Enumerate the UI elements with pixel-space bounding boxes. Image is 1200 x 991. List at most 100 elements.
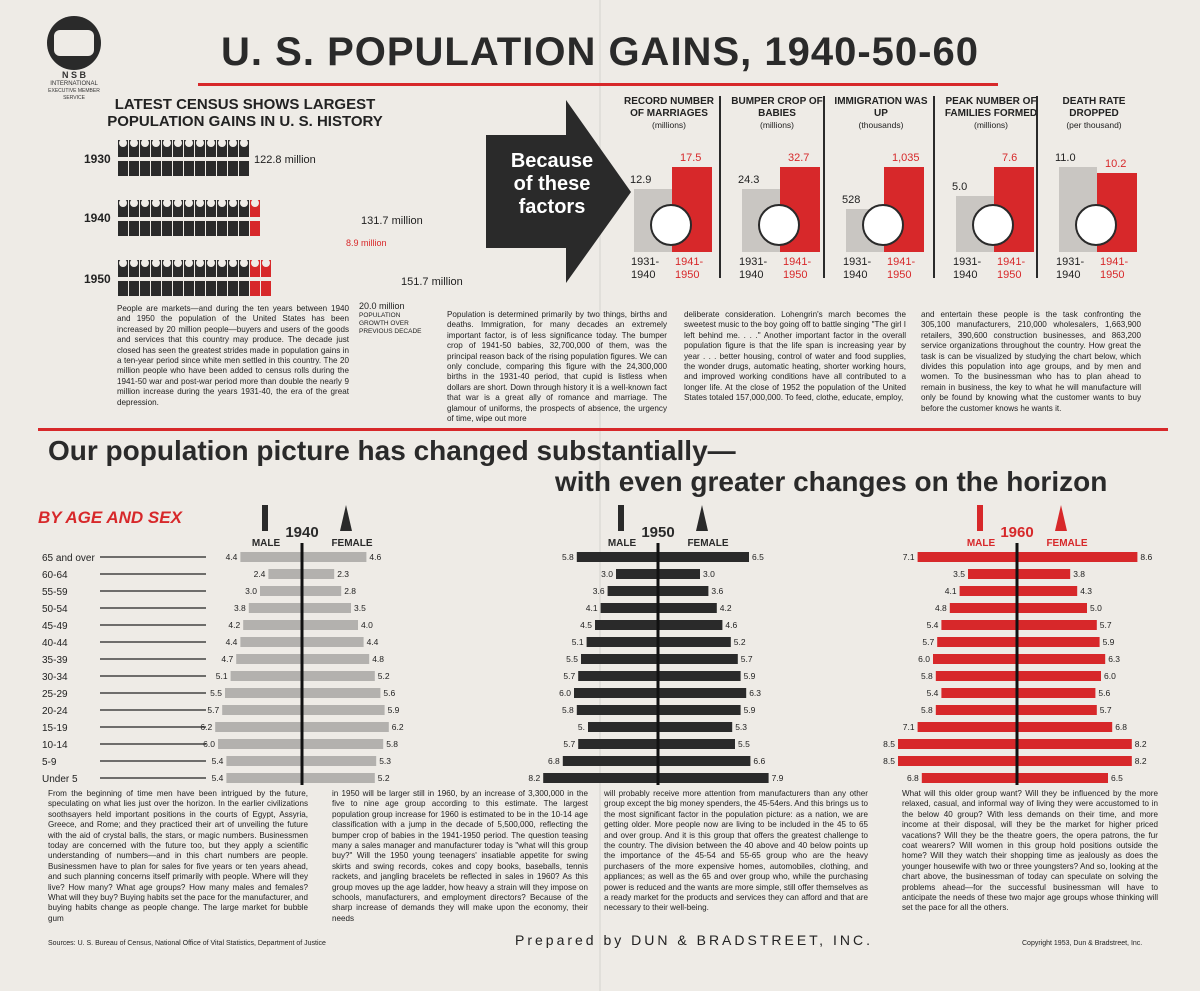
value-label-male: 3.5 bbox=[953, 569, 965, 579]
factor-illustration-icon bbox=[972, 204, 1014, 246]
bar-female bbox=[302, 569, 335, 579]
arrow-graphic bbox=[486, 100, 636, 290]
value-label-female: 6.0 bbox=[1104, 671, 1116, 681]
bar-male bbox=[941, 688, 1017, 698]
census-gain: 8.9 million bbox=[346, 238, 387, 248]
bar-male bbox=[543, 773, 658, 783]
person-figure-gain bbox=[250, 199, 260, 236]
bar-female bbox=[1017, 739, 1132, 749]
person-figure bbox=[217, 199, 227, 236]
value-label-female: 4.4 bbox=[367, 637, 379, 647]
value-label-male: 5.7 bbox=[207, 705, 219, 715]
value-label-female: 8.2 bbox=[1135, 739, 1147, 749]
value-label-female: 8.6 bbox=[1140, 552, 1152, 562]
bar-male bbox=[935, 671, 1017, 681]
age-label: Under 5 bbox=[42, 774, 78, 785]
person-figure bbox=[184, 139, 194, 176]
bar-male bbox=[933, 654, 1017, 664]
person-figure bbox=[129, 199, 139, 236]
value-label-female: 8.2 bbox=[1135, 756, 1147, 766]
value-label-male: 5.1 bbox=[216, 671, 228, 681]
person-figure bbox=[206, 259, 216, 296]
period-label: 1941-1950 bbox=[675, 256, 704, 281]
female-icon bbox=[696, 505, 708, 531]
person-figure bbox=[173, 139, 183, 176]
person-figure bbox=[228, 259, 238, 296]
bar-female bbox=[658, 654, 738, 664]
value-label-female: 5.0 bbox=[1090, 603, 1102, 613]
factor-value-1931-1940: 528 bbox=[842, 193, 861, 206]
period-label: 1931-1940 bbox=[631, 256, 660, 281]
factor-value-1931-1940: 12.9 bbox=[630, 174, 652, 187]
census-gain-1950: 20.0 million bbox=[359, 301, 405, 311]
factor-title: PEAK NUMBER OF FAMILIES FORMED bbox=[944, 96, 1038, 119]
seal-emblem bbox=[47, 16, 101, 70]
census-year: 1950 bbox=[84, 272, 111, 286]
bar-female bbox=[658, 603, 717, 613]
factor-unit: (millions) bbox=[760, 120, 794, 130]
age-label: 35-39 bbox=[42, 655, 68, 666]
factor-value-1931-1940: 24.3 bbox=[738, 173, 760, 186]
factor-divider bbox=[823, 96, 825, 278]
value-label-male: 6.0 bbox=[203, 739, 215, 749]
value-label-male: 4.8 bbox=[935, 603, 947, 613]
factor-illustration-icon bbox=[862, 204, 904, 246]
text-col-2: Population is determined primarily by tw… bbox=[447, 310, 667, 424]
factor-unit: (per thousand) bbox=[1066, 120, 1122, 130]
bar-male bbox=[576, 552, 658, 562]
factor-heading: IMMIGRATION WAS UP (thousands) bbox=[831, 96, 931, 130]
prepared-by: Prepared by DUN & BRADSTREET, INC. bbox=[515, 932, 873, 948]
person-figure bbox=[162, 199, 172, 236]
bar-female bbox=[1017, 756, 1132, 766]
bar-male bbox=[586, 637, 658, 647]
bar-female bbox=[302, 773, 375, 783]
person-figure bbox=[162, 139, 172, 176]
bar-male bbox=[218, 739, 302, 749]
value-label-female: 5.6 bbox=[1098, 688, 1110, 698]
bar-female bbox=[658, 552, 749, 562]
person-figure bbox=[239, 139, 249, 176]
person-figure bbox=[118, 139, 128, 176]
bar-male bbox=[898, 739, 1017, 749]
female-label: FEMALE bbox=[331, 538, 372, 549]
bar-male bbox=[937, 637, 1017, 647]
value-label-female: 6.8 bbox=[1115, 722, 1127, 732]
period-label: 1931-1940 bbox=[953, 256, 982, 281]
bar-male bbox=[941, 620, 1017, 630]
bar-female bbox=[1017, 620, 1097, 630]
bar-female bbox=[1017, 586, 1078, 596]
value-label-female: 6.5 bbox=[1111, 773, 1123, 783]
female-icon bbox=[1055, 505, 1067, 531]
bar-male bbox=[935, 705, 1017, 715]
bar-male bbox=[917, 552, 1017, 562]
value-label-female: 4.6 bbox=[369, 552, 381, 562]
value-label-male: 5.8 bbox=[562, 705, 574, 715]
bar-female bbox=[658, 671, 741, 681]
person-figure bbox=[228, 199, 238, 236]
factor-value-1941-1950: 17.5 bbox=[680, 152, 702, 164]
bar-male bbox=[616, 569, 658, 579]
bar-male bbox=[959, 586, 1017, 596]
bar-female bbox=[302, 671, 375, 681]
person-figure bbox=[228, 139, 238, 176]
bar-male bbox=[917, 722, 1017, 732]
bar-female bbox=[302, 705, 385, 715]
value-label-female: 6.6 bbox=[753, 756, 765, 766]
census-figures-1930 bbox=[118, 138, 250, 176]
age-label: 25-29 bbox=[42, 689, 68, 700]
bar-female bbox=[1017, 637, 1100, 647]
person-figure bbox=[239, 259, 249, 296]
value-label-female: 6.3 bbox=[1108, 654, 1120, 664]
period-label: 1941-1950 bbox=[887, 256, 916, 281]
bar-female bbox=[302, 552, 367, 562]
bar-female bbox=[1017, 705, 1097, 715]
value-label-male: 4.1 bbox=[586, 603, 598, 613]
person-figure bbox=[173, 199, 183, 236]
text-col-3: deliberate consideration. Lohengrin's ma… bbox=[684, 310, 906, 403]
value-label-female: 6.2 bbox=[392, 722, 404, 732]
value-label-female: 6.3 bbox=[749, 688, 761, 698]
person-figure bbox=[151, 199, 161, 236]
bar-female bbox=[658, 586, 709, 596]
section-divider bbox=[38, 428, 1168, 431]
value-label-female: 4.3 bbox=[1080, 586, 1092, 596]
